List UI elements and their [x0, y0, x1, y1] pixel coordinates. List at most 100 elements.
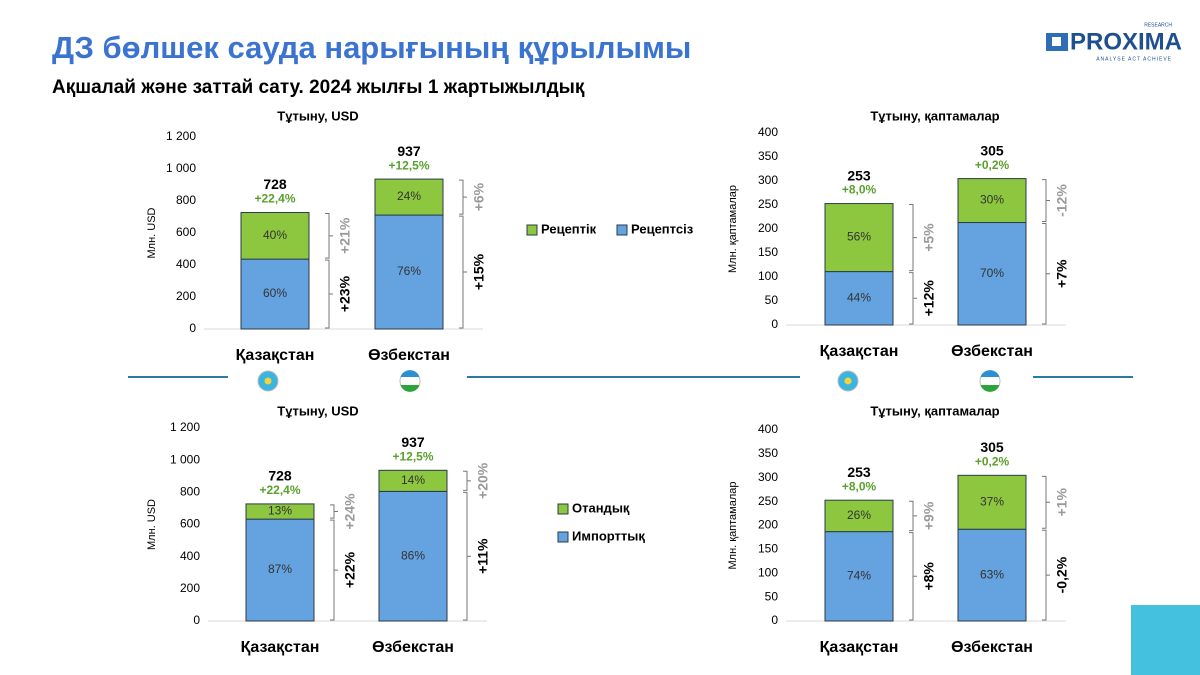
y-tick-label: 150 — [758, 245, 778, 259]
y-tick-label: 250 — [758, 494, 778, 508]
total-growth: +8,0% — [842, 479, 877, 493]
y-tick-label: 1 200 — [166, 129, 196, 143]
legend-swatch — [557, 503, 569, 515]
y-tick-label: 350 — [758, 149, 778, 163]
growth-bracket — [463, 470, 471, 491]
growth-bracket — [909, 204, 917, 272]
growth-bracket — [459, 179, 467, 215]
total-growth: +8,0% — [842, 183, 877, 197]
x-tick-label: Өзбекстан — [951, 343, 1033, 360]
share-label: 86% — [401, 548, 425, 562]
total-label: 305 — [980, 142, 1004, 158]
y-tick-label: 50 — [765, 589, 779, 603]
bar-segment — [824, 499, 894, 533]
bar-segment — [245, 518, 315, 622]
total-label: 305 — [980, 439, 1004, 455]
logo-tagline: ANALYSE ACT ACHIEVE — [1096, 56, 1172, 62]
legend-swatch — [616, 224, 628, 236]
y-tick-label: 0 — [771, 613, 778, 627]
bar-segment — [374, 178, 444, 216]
legend-swatch — [526, 224, 538, 236]
total-label: 937 — [401, 434, 425, 450]
share-label: 76% — [397, 264, 421, 278]
growth-label: +7% — [1054, 259, 1070, 288]
legend-label: Отандық — [572, 500, 630, 515]
y-axis-label: Млн. USD — [146, 207, 158, 258]
y-tick-label: 200 — [758, 518, 778, 532]
growth-label: +15% — [471, 253, 487, 290]
flag-kz-sun — [264, 377, 272, 385]
chart-title: Тұтыну, USD — [277, 403, 358, 418]
share-label: 30% — [980, 193, 1004, 207]
chart-title: Тұтыну, USD — [277, 108, 358, 123]
share-label: 14% — [401, 473, 425, 487]
y-tick-label: 150 — [758, 542, 778, 556]
flags — [257, 370, 1001, 392]
chart-title: Тұтыну, қаптамалар — [870, 403, 999, 418]
growth-label: +23% — [337, 275, 353, 312]
total-label: 728 — [268, 468, 292, 484]
flag-kz-sun — [844, 377, 852, 385]
total-label: 253 — [847, 167, 871, 183]
growth-bracket — [330, 519, 338, 621]
bar-segment — [240, 258, 310, 330]
y-tick-label: 400 — [180, 549, 200, 563]
y-tick-label: 1 000 — [170, 452, 200, 466]
share-label: 87% — [268, 562, 292, 576]
slide-subtitle: Ақшалай және заттай сату. 2024 жылғы 1 ж… — [52, 77, 585, 98]
y-tick-label: 1 000 — [166, 161, 196, 175]
y-tick-label: 1 200 — [170, 420, 200, 434]
growth-bracket — [909, 272, 917, 325]
y-tick-label: 600 — [180, 517, 200, 531]
total-growth: +22,4% — [259, 483, 300, 497]
y-tick-label: 200 — [176, 289, 196, 303]
bar-segment — [957, 528, 1027, 622]
flag-uz-bottom — [980, 385, 1000, 392]
bar-segment — [378, 469, 448, 492]
y-tick-label: 50 — [765, 293, 779, 307]
bar-segment — [824, 271, 894, 326]
bar-segment — [824, 203, 894, 273]
share-label: 40% — [263, 228, 287, 242]
legend-label: Рецептсіз — [631, 221, 694, 236]
y-tick-label: 400 — [758, 422, 778, 436]
y-tick-label: 200 — [758, 221, 778, 235]
total-growth: +0,2% — [975, 454, 1010, 468]
y-axis-label: Млн. қаптамалар — [727, 185, 739, 273]
total-growth: +22,4% — [254, 192, 295, 206]
growth-bracket — [330, 504, 338, 519]
corner-block — [1131, 605, 1200, 675]
y-tick-label: 0 — [189, 321, 196, 335]
chart-title: Тұтыну, қаптамалар — [870, 108, 999, 123]
growth-label: +22% — [342, 551, 358, 588]
growth-label: -0,2% — [1054, 556, 1070, 593]
logo: PROXIMA RESEARCH ANALYSE ACT ACHIEVE — [1046, 22, 1182, 62]
growth-label: +21% — [337, 217, 353, 254]
growth-bracket — [909, 532, 917, 621]
y-tick-label: 400 — [758, 125, 778, 139]
y-tick-label: 0 — [193, 613, 200, 627]
x-tick-label: Қазақстан — [236, 347, 315, 364]
logo-name: PROXIMA — [1070, 28, 1182, 55]
y-tick-label: 800 — [176, 193, 196, 207]
legend-label: Импорттық — [572, 528, 645, 543]
y-tick-label: 350 — [758, 446, 778, 460]
share-label: 74% — [847, 568, 871, 582]
growth-label: +12% — [921, 280, 937, 317]
growth-bracket — [1042, 475, 1050, 529]
bar-segment — [957, 474, 1027, 530]
x-tick-label: Қазақстан — [241, 639, 320, 656]
logo-icon-inner — [1052, 37, 1061, 46]
bar-segment — [245, 503, 315, 520]
total-label: 937 — [397, 143, 421, 159]
growth-bracket — [909, 500, 917, 532]
bar-segment — [378, 490, 448, 622]
growth-label: +6% — [471, 182, 487, 211]
bar-segment — [240, 212, 310, 260]
legend-label: Рецептік — [541, 221, 597, 236]
share-label: 44% — [847, 290, 871, 304]
y-tick-label: 250 — [758, 197, 778, 211]
share-label: 56% — [847, 230, 871, 244]
share-label: 13% — [268, 504, 292, 518]
